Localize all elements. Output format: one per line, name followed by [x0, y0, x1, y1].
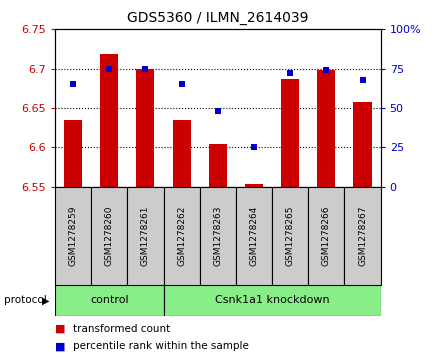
Text: ▶: ▶: [42, 295, 49, 305]
Point: [106, 66, 113, 72]
Text: GSM1278264: GSM1278264: [249, 206, 258, 266]
Bar: [272, 187, 308, 285]
Bar: [245, 184, 263, 187]
Text: GSM1278261: GSM1278261: [141, 206, 150, 266]
Text: transformed count: transformed count: [73, 324, 170, 334]
Text: protocol: protocol: [4, 295, 47, 305]
Text: control: control: [90, 295, 128, 305]
Text: GSM1278260: GSM1278260: [105, 206, 114, 266]
Text: GSM1278259: GSM1278259: [69, 206, 77, 266]
Bar: [308, 187, 345, 285]
Point: [214, 108, 221, 114]
Point: [286, 70, 293, 76]
Bar: [164, 187, 200, 285]
Bar: [55, 285, 164, 316]
Text: GSM1278265: GSM1278265: [286, 206, 295, 266]
Bar: [281, 79, 299, 187]
Text: percentile rank within the sample: percentile rank within the sample: [73, 342, 249, 351]
Bar: [164, 285, 381, 316]
Text: GSM1278262: GSM1278262: [177, 206, 186, 266]
Text: Csnk1a1 knockdown: Csnk1a1 knockdown: [215, 295, 330, 305]
Bar: [172, 120, 191, 187]
Point: [142, 66, 149, 72]
Bar: [236, 187, 272, 285]
Bar: [100, 54, 118, 187]
Bar: [127, 187, 164, 285]
Point: [359, 77, 366, 82]
Bar: [353, 102, 371, 187]
Point: [250, 144, 257, 150]
Title: GDS5360 / ILMN_2614039: GDS5360 / ILMN_2614039: [127, 11, 308, 25]
Bar: [91, 187, 127, 285]
Text: GSM1278267: GSM1278267: [358, 206, 367, 266]
Bar: [136, 69, 154, 187]
Bar: [209, 143, 227, 187]
Text: ■: ■: [55, 342, 66, 351]
Bar: [64, 120, 82, 187]
Point: [70, 81, 77, 87]
Text: ■: ■: [55, 324, 66, 334]
Text: GSM1278263: GSM1278263: [213, 206, 222, 266]
Text: GSM1278266: GSM1278266: [322, 206, 331, 266]
Bar: [345, 187, 381, 285]
Bar: [317, 70, 335, 187]
Point: [323, 67, 330, 73]
Bar: [200, 187, 236, 285]
Bar: [55, 187, 91, 285]
Point: [178, 81, 185, 87]
